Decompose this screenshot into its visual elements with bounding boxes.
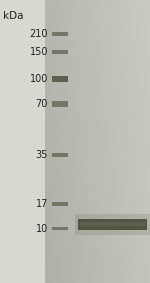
Bar [52, 227, 68, 230]
Text: kDa: kDa [3, 10, 24, 21]
Bar [52, 202, 68, 206]
Text: 17: 17 [36, 199, 48, 209]
Text: 150: 150 [30, 47, 48, 57]
Bar [78, 219, 147, 230]
Bar [52, 101, 68, 107]
Text: 35: 35 [36, 150, 48, 160]
Text: 10: 10 [36, 224, 48, 234]
Bar [75, 214, 150, 235]
Bar [52, 76, 68, 82]
Text: 70: 70 [36, 99, 48, 109]
Bar [52, 153, 68, 157]
Text: 100: 100 [30, 74, 48, 84]
Text: 210: 210 [30, 29, 48, 39]
Bar [80, 222, 146, 226]
Bar [52, 32, 68, 36]
Bar [52, 50, 68, 54]
